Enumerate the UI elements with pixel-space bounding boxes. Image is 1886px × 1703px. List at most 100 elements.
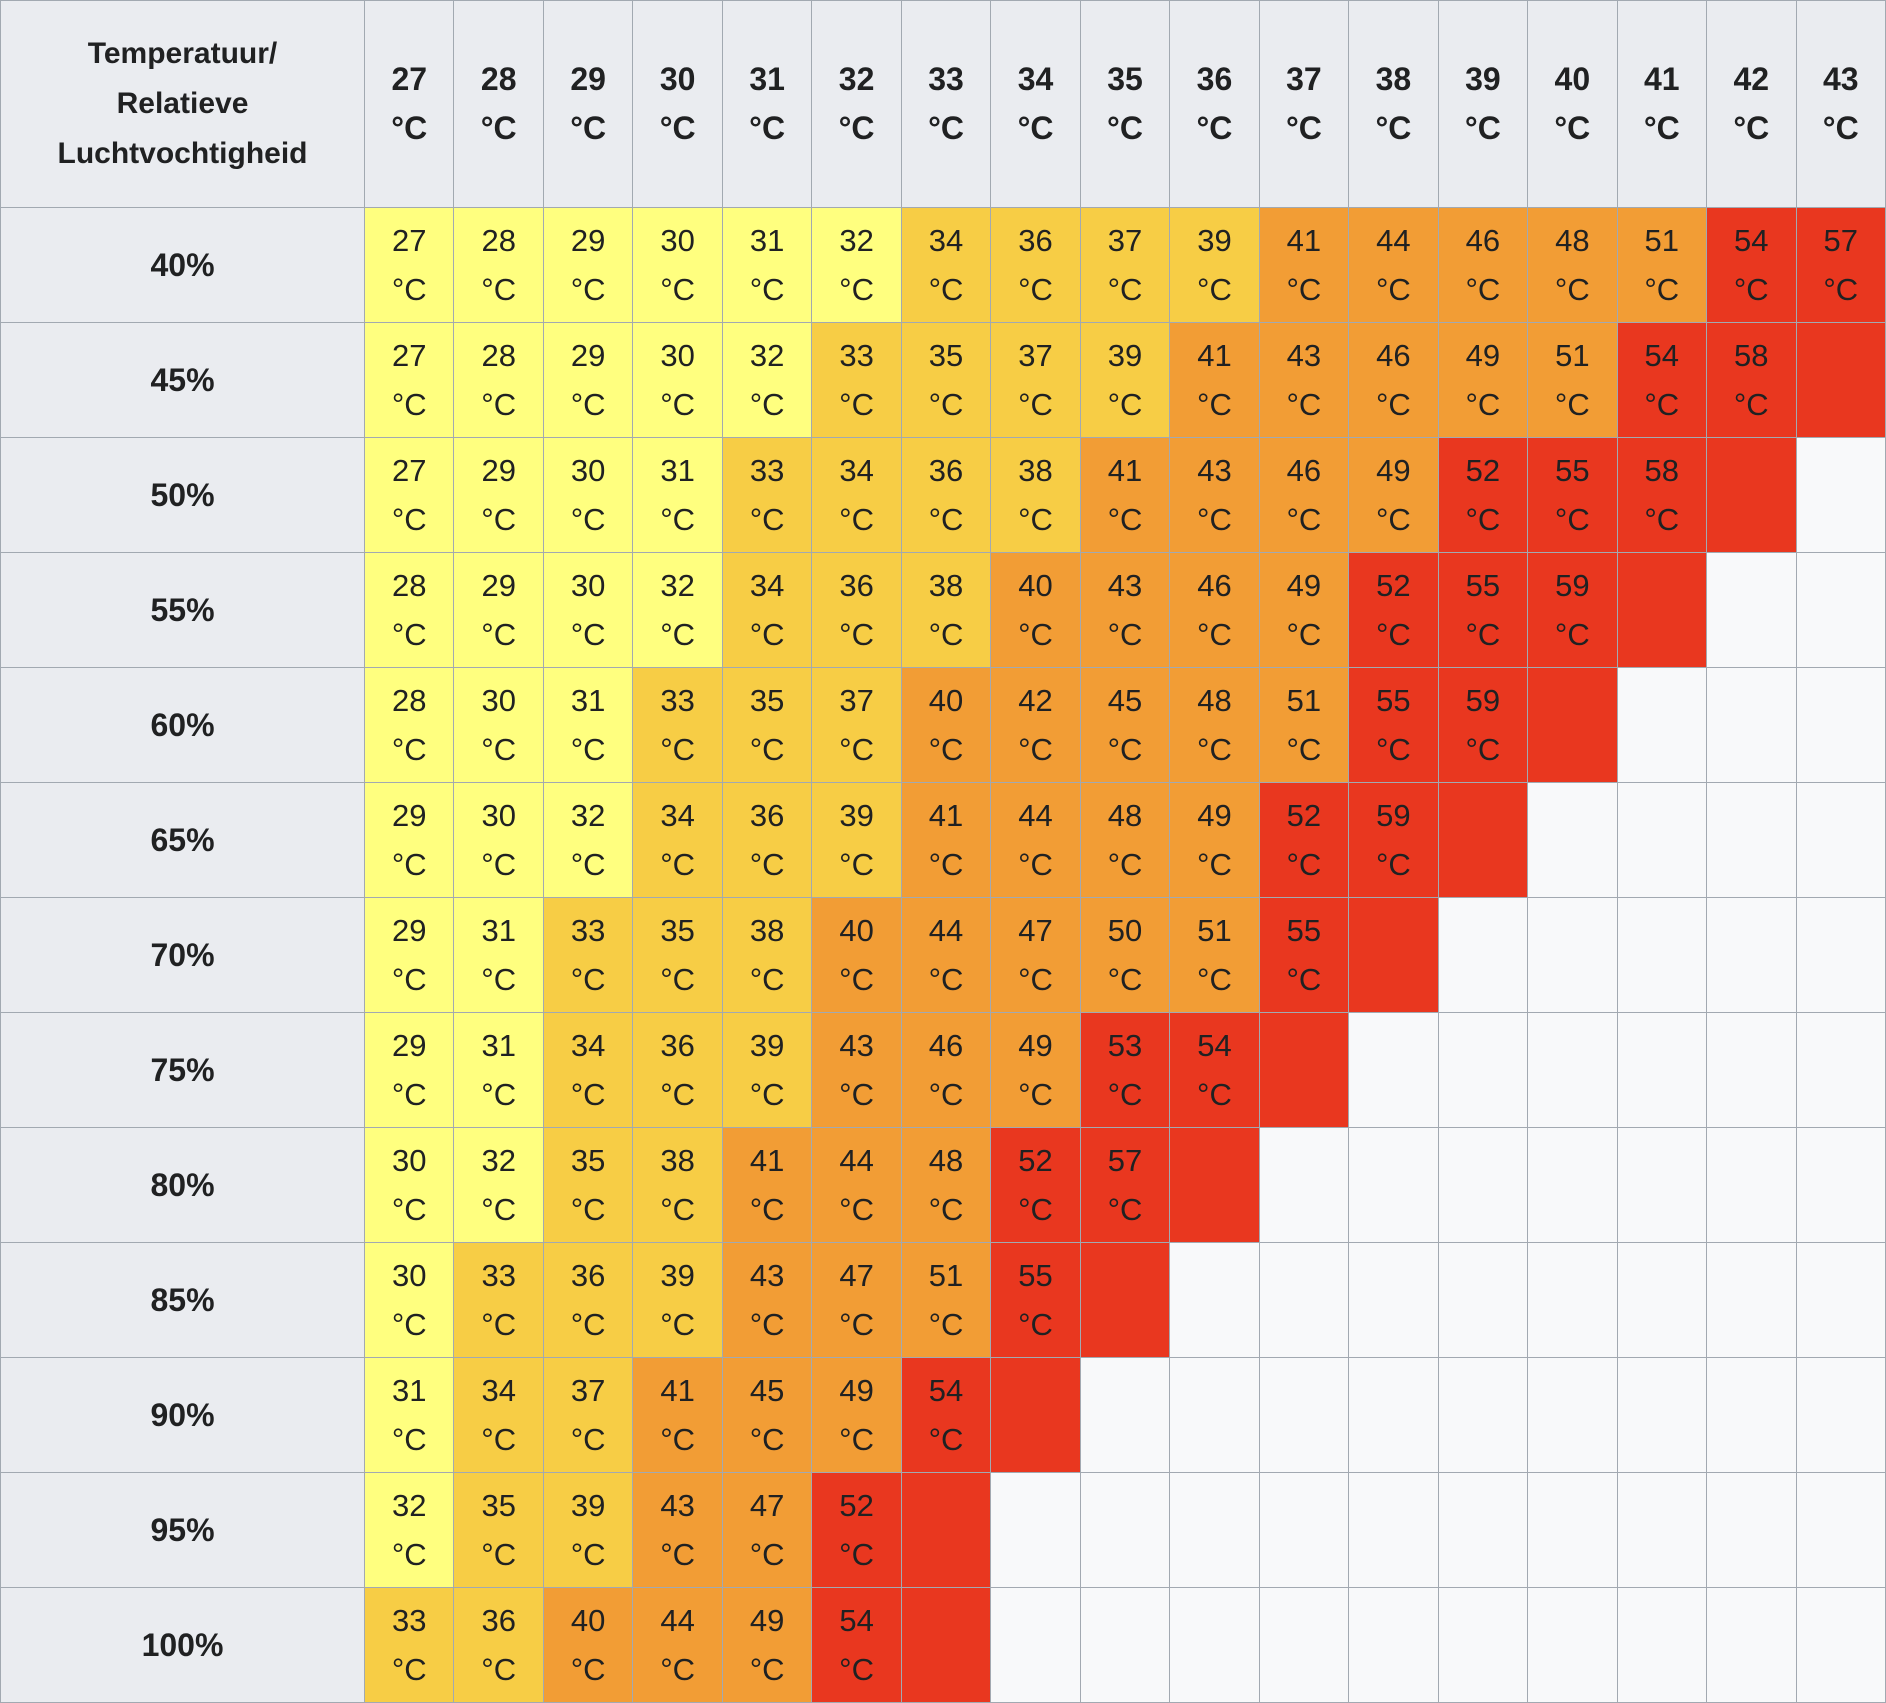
heat-index-cell [1527, 1472, 1618, 1588]
heat-index-cell: 54 °C [811, 1587, 902, 1703]
heat-index-unit: °C [839, 1077, 874, 1112]
humidity-row-header: 75% [0, 1012, 365, 1128]
heat-index-cell: 45 °C [721, 1357, 813, 1473]
heat-index-value: 46 [1286, 453, 1322, 488]
heat-index-unit: °C [1107, 847, 1143, 882]
heat-index-unit: °C [1018, 732, 1053, 767]
temperature-value: 28 [480, 61, 517, 97]
heat-index-cell: 44 °C [990, 782, 1081, 898]
heat-index-cell: 58 °C [1706, 322, 1797, 438]
heat-index-value: 32 [570, 798, 606, 833]
heat-index-cell [1616, 552, 1708, 668]
temperature-value: 33 [928, 61, 964, 97]
heat-index-value: 37 [1018, 338, 1053, 373]
heat-index-value: 49 [1018, 1028, 1053, 1063]
heat-index-value: 33 [391, 1603, 427, 1638]
heat-index-cell [1258, 1357, 1350, 1473]
temperature-unit: °C [1554, 110, 1591, 146]
temperature-value: 32 [838, 61, 875, 97]
heat-index-cell: 33 °C [721, 437, 813, 553]
heat-index-value: 35 [749, 683, 785, 718]
temperature-column-header: 41 °C [1616, 0, 1708, 208]
heat-index-unit: °C [570, 732, 606, 767]
heat-index-cell [1079, 1242, 1171, 1358]
heat-index-cell: 43 °C [721, 1242, 813, 1358]
heat-index-cell: 29 °C [453, 552, 544, 668]
heat-index-value: 32 [391, 1488, 427, 1523]
heat-index-unit: °C [1644, 502, 1680, 537]
heat-index-unit: °C [1375, 272, 1411, 307]
heat-index-value: 38 [928, 568, 964, 603]
heat-index-unit: °C [1286, 962, 1322, 997]
heat-index-cell [1079, 1587, 1171, 1703]
heat-index-cell: 53 °C [1079, 1012, 1171, 1128]
heat-index-cell: 43 °C [632, 1472, 723, 1588]
heat-index-value: 27 [391, 338, 427, 373]
heat-index-value: 59 [1465, 683, 1501, 718]
heat-index-unit: °C [928, 502, 964, 537]
heat-index-unit: °C [749, 732, 785, 767]
heat-index-unit: °C [660, 617, 696, 652]
heat-index-unit: °C [1018, 617, 1053, 652]
heat-index-cell: 27 °C [363, 207, 455, 323]
heat-index-value: 34 [660, 798, 695, 833]
heat-index-cell: 31 °C [542, 667, 634, 783]
heat-index-value: 47 [1018, 913, 1053, 948]
heat-index-cell: 57 °C [1795, 207, 1886, 323]
heat-index-value: 41 [1197, 338, 1232, 373]
heat-index-value: 36 [749, 798, 785, 833]
heat-index-cell [1706, 1357, 1797, 1473]
heat-index-cell: 33 °C [632, 667, 723, 783]
heat-index-unit: °C [391, 617, 427, 652]
heat-index-unit: °C [1286, 617, 1322, 652]
heat-index-cell: 39 °C [1169, 207, 1260, 323]
heat-index-value: 30 [481, 798, 516, 833]
heat-index-value: 39 [839, 798, 874, 833]
heat-index-cell [1169, 1357, 1260, 1473]
table-row: 70% 29 °C 31 °C 33 °C 35 °C 38 °C 40 °C 44 °C 47 °C 50 °C 5… [0, 897, 1886, 1013]
heat-index-cell [1527, 897, 1618, 1013]
table-row: 95% 32 °C 35 °C 39 °C 43 °C 47 °C 52 °C [0, 1472, 1886, 1588]
heat-index-unit: °C [660, 502, 696, 537]
heat-index-cell: 30 °C [632, 207, 723, 323]
heat-index-value: 52 [839, 1488, 874, 1523]
table-row: 90% 31 °C 34 °C 37 °C 41 °C 45 °C 49 °C 54 °C [0, 1357, 1886, 1473]
heat-index-cell: 29 °C [453, 437, 544, 553]
heat-index-value: 27 [391, 453, 427, 488]
temperature-value: 35 [1107, 61, 1143, 97]
heat-index-value: 28 [481, 223, 516, 258]
heat-index-cell [1616, 1472, 1708, 1588]
heat-index-value: 51 [1286, 683, 1322, 718]
heat-index-unit: °C [660, 1307, 696, 1342]
heat-index-unit: °C [1018, 1077, 1053, 1112]
heat-index-unit: °C [1018, 1307, 1053, 1342]
temperature-value: 30 [659, 61, 696, 97]
heat-index-value: 55 [1286, 913, 1322, 948]
heat-index-value: 55 [1465, 568, 1501, 603]
heat-index-cell: 49 °C [1258, 552, 1350, 668]
heat-index-cell [1795, 1357, 1886, 1473]
temperature-column-header: 38 °C [1348, 0, 1439, 208]
temperature-unit: °C [1822, 110, 1859, 146]
heat-index-cell: 30 °C [542, 552, 634, 668]
heat-index-value: 38 [749, 913, 785, 948]
heat-index-cell: 39 °C [632, 1242, 723, 1358]
heat-index-cell [1437, 1472, 1529, 1588]
heat-index-unit: °C [570, 1192, 606, 1227]
heat-index-cell: 47 °C [811, 1242, 902, 1358]
heat-index-cell [1079, 1472, 1171, 1588]
heat-index-cell: 59 °C [1527, 552, 1618, 668]
heat-index-value: 55 [1555, 453, 1590, 488]
heat-index-value: 40 [839, 913, 874, 948]
heat-index-cell [900, 1587, 992, 1703]
heat-index-unit: °C [928, 1192, 964, 1227]
heat-index-value: 36 [481, 1603, 516, 1638]
heat-index-value: 31 [481, 913, 516, 948]
heat-index-cell: 44 °C [811, 1127, 902, 1243]
heat-index-cell [1169, 1127, 1260, 1243]
heat-index-cell: 41 °C [1169, 322, 1260, 438]
heat-index-cell: 51 °C [1258, 667, 1350, 783]
heat-index-value: 32 [660, 568, 695, 603]
heat-index-unit: °C [839, 617, 874, 652]
heat-index-value: 35 [481, 1488, 516, 1523]
